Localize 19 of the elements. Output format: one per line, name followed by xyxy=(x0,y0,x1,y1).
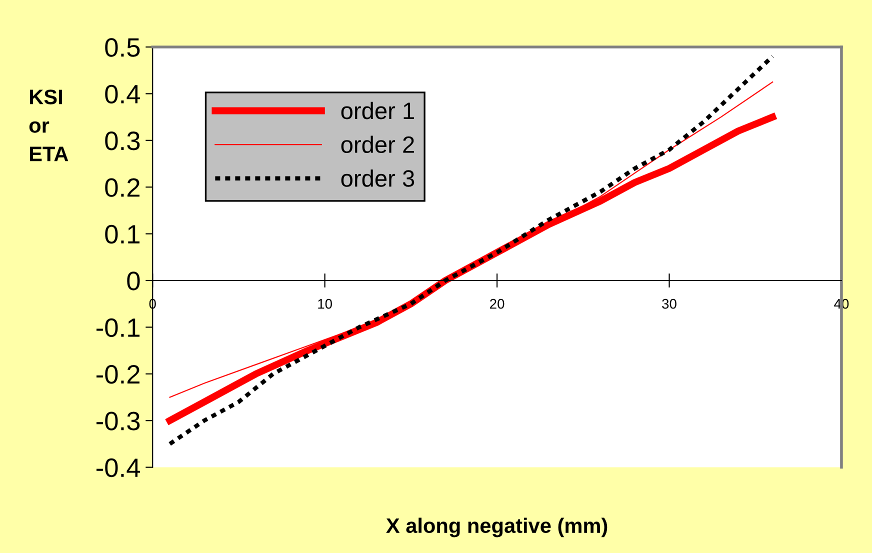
x-axis-title: X along negative (mm) xyxy=(386,518,608,538)
y-tick-label: 0.1 xyxy=(105,224,140,244)
y-tick-label: 0.2 xyxy=(105,178,140,197)
y-tick-label: -0.4 xyxy=(96,458,140,478)
legend-label: order 2 xyxy=(341,136,414,154)
legend-label: order 1 xyxy=(341,102,414,120)
y-tick-label: -0.3 xyxy=(96,412,140,430)
y-tick-label: 0.4 xyxy=(105,84,140,104)
y-tick-label: 0.3 xyxy=(105,132,140,150)
x-tick-label: 40 xyxy=(834,298,849,309)
y-tick-label: -0.1 xyxy=(96,318,140,338)
y-axis-title: KSI or ETA xyxy=(29,90,68,162)
x-tick-label: 30 xyxy=(662,298,676,309)
legend-label: order 3 xyxy=(341,170,414,187)
y-tick-label: 0 xyxy=(127,272,140,290)
x-tick-label: 10 xyxy=(318,298,332,309)
y-tick-label: 0.5 xyxy=(105,38,140,57)
y-tick-label: -0.2 xyxy=(96,365,140,384)
x-tick-label: 20 xyxy=(490,298,504,309)
